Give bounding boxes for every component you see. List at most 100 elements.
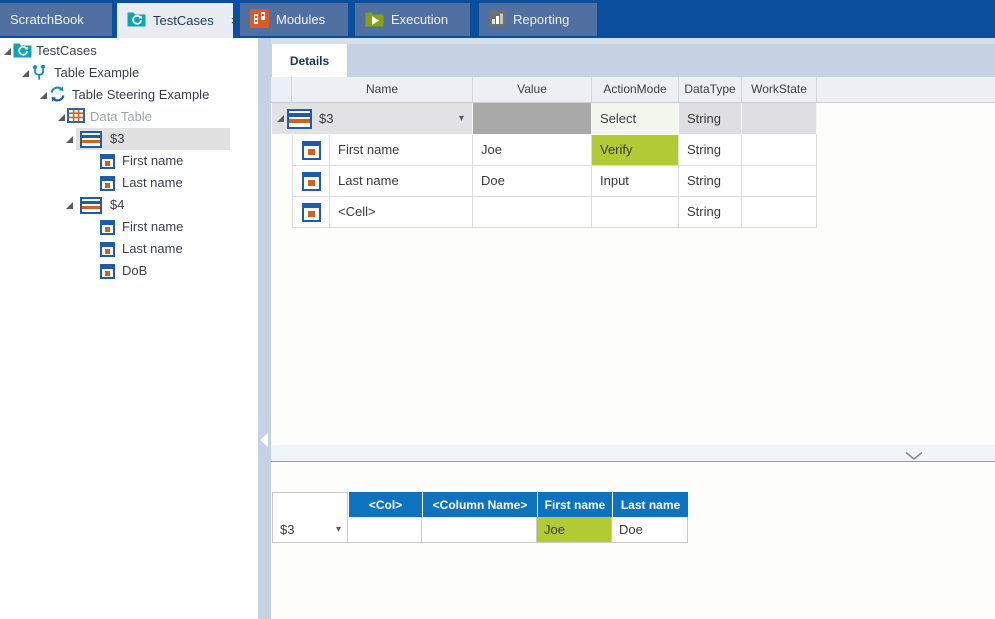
details-name-cell[interactable]: First name (330, 135, 473, 166)
refresh-icon (49, 86, 66, 105)
column-header-name[interactable]: Name (292, 77, 473, 102)
column-header-datatype[interactable]: DataType (679, 77, 742, 102)
column-header-value[interactable]: Value (473, 77, 592, 102)
expander-icon[interactable] (66, 202, 73, 209)
details-datatype-cell[interactable]: String (679, 103, 742, 135)
table-cell-icon (100, 154, 115, 172)
details-workstate-cell[interactable] (742, 197, 817, 228)
close-tab-icon[interactable]: × (230, 13, 239, 28)
tab-testcases[interactable]: TestCases × (117, 3, 238, 38)
column-header-workstate[interactable]: WorkState (742, 77, 817, 102)
expander-icon[interactable] (58, 114, 65, 121)
tab-details[interactable]: Details (272, 44, 347, 77)
tree-item-label: Last name (122, 241, 183, 256)
tree-item-label: $3 (110, 131, 125, 146)
column-header-actionmode[interactable]: ActionMode (592, 77, 679, 102)
expander-icon[interactable] (66, 136, 73, 143)
details-name-cell[interactable]: <Cell> (330, 197, 473, 228)
table-cell-icon (301, 202, 321, 222)
tree-item-label: DoB (122, 263, 148, 278)
details-workstate-cell[interactable] (742, 103, 817, 135)
data-table-icon (67, 108, 85, 126)
tab-label: TestCases (153, 13, 214, 28)
details-actionmode-cell[interactable]: Input (592, 166, 679, 197)
main-tab-bar: ScratchBook TestCases × (0, 0, 995, 38)
tab-label: Reporting (513, 12, 570, 27)
expander-icon[interactable] (4, 48, 11, 55)
details-datatype-cell[interactable]: String (679, 135, 742, 166)
preview-cell-column-name[interactable] (422, 517, 537, 543)
preview-header-first-name[interactable]: First name (537, 492, 612, 518)
details-value-cell[interactable] (473, 197, 592, 228)
tree-item-row-4[interactable]: $4 (0, 194, 258, 216)
column-header-rowselector (271, 77, 292, 102)
tree-item-table-example[interactable]: Table Example (0, 62, 258, 84)
details-workstate-cell[interactable] (742, 166, 817, 197)
tree-item-row-3[interactable]: $3 (0, 128, 258, 150)
tree-item-first-name[interactable]: First name (0, 216, 258, 238)
preview-cell-last-name[interactable]: Doe (612, 517, 688, 543)
preview-header-rowselector (272, 492, 348, 518)
details-name-value: $3 (319, 111, 334, 126)
details-datatype-cell[interactable]: String (679, 197, 742, 228)
dropdown-caret-icon[interactable]: ▾ (335, 524, 341, 535)
preview-cell-col[interactable] (348, 517, 422, 543)
testcases-folder-icon (127, 11, 146, 30)
tree-item-last-name[interactable]: Last name (0, 238, 258, 260)
table-cell-icon-box (292, 135, 330, 166)
tree-item-data-table[interactable]: Data Table (0, 106, 258, 128)
details-value-cell[interactable]: Joe (473, 135, 592, 166)
tree-item-dob[interactable]: DoB (0, 260, 258, 282)
table-cell-icon (100, 264, 115, 282)
modules-icon (250, 8, 269, 31)
details-workstate-cell[interactable] (742, 135, 817, 166)
details-grid-header-band (271, 77, 995, 103)
expander-icon[interactable] (40, 92, 47, 99)
expander-icon[interactable] (277, 115, 284, 122)
table-cell-icon-box (292, 197, 330, 228)
preview-header-last-name[interactable]: Last name (612, 492, 688, 518)
table-cell-icon (301, 171, 321, 191)
dropdown-caret-icon[interactable]: ▾ (458, 113, 464, 124)
details-name-cell[interactable]: Last name (330, 166, 473, 197)
details-actionmode-cell[interactable]: Select (592, 103, 679, 135)
tab-label: ScratchBook (10, 12, 84, 27)
preview-header-column-name[interactable]: <Column Name> (422, 492, 537, 518)
table-cell-icon-box (292, 166, 330, 197)
details-value-cell[interactable]: Doe (473, 166, 592, 197)
testcase-icon (31, 64, 48, 84)
details-value-cell-locked (473, 103, 592, 135)
details-datatype-cell[interactable]: String (679, 166, 742, 197)
expander-icon[interactable] (22, 70, 29, 77)
tab-label: Execution (391, 12, 449, 27)
tree-item-label: Last name (122, 175, 183, 190)
tab-reporting[interactable]: Reporting (479, 3, 597, 36)
execution-play-icon (365, 10, 384, 30)
testcases-folder-icon (13, 42, 32, 61)
tab-scratchbook[interactable]: ScratchBook (0, 3, 112, 36)
details-actionmode-cell[interactable] (592, 197, 679, 228)
tree-item-label: $4 (110, 197, 125, 212)
details-name-combobox[interactable]: $3 ▾ (272, 103, 473, 135)
tree-item-last-name[interactable]: Last name (0, 172, 258, 194)
tree-item-first-name[interactable]: First name (0, 150, 258, 172)
tab-modules[interactable]: Modules (240, 3, 348, 36)
panel-splitter[interactable] (258, 38, 271, 619)
preview-row-combobox[interactable]: $3 ▾ (272, 517, 348, 543)
tree-item-label: Data Table (90, 109, 152, 124)
horizontal-splitter[interactable] (271, 445, 995, 462)
testcases-tree-panel: TestCases Table Example (0, 38, 258, 619)
preview-cell-first-name[interactable]: Joe (537, 517, 612, 543)
table-row-icon (80, 131, 102, 151)
details-actionmode-cell[interactable]: Verify (592, 135, 679, 166)
chevron-down-icon[interactable] (904, 448, 924, 461)
tree-item-label: TestCases (36, 43, 97, 58)
tree-item-label: Table Steering Example (72, 87, 210, 102)
collapse-left-arrow-icon[interactable] (260, 433, 268, 447)
table-cell-icon (301, 140, 321, 160)
table-cell-icon (100, 242, 115, 260)
preview-header-col[interactable]: <Col> (348, 492, 422, 518)
tab-execution[interactable]: Execution (355, 3, 470, 36)
tree-item-testcases[interactable]: TestCases (0, 40, 258, 62)
tree-item-table-steering-example[interactable]: Table Steering Example (0, 84, 258, 106)
